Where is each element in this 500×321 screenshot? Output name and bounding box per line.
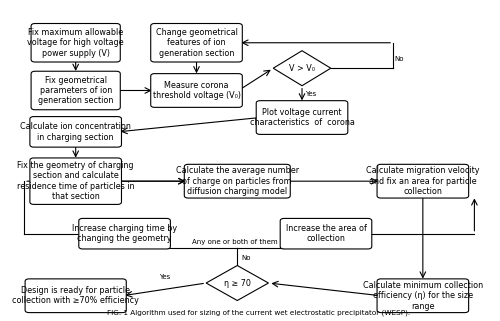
FancyBboxPatch shape — [150, 74, 242, 107]
Text: Calculate minimum collection
efficiency (η) for the size
range: Calculate minimum collection efficiency … — [363, 281, 483, 311]
Text: Design is ready for particle
collection with ≥70% efficiency: Design is ready for particle collection … — [12, 286, 139, 306]
Text: Fix maximum allowable
voltage for high voltage
power supply (V): Fix maximum allowable voltage for high v… — [28, 28, 124, 58]
Text: Yes: Yes — [305, 91, 316, 98]
Text: Calculate the average number
of charge on particles from
diffusion charging mode: Calculate the average number of charge o… — [176, 166, 299, 196]
Text: Fix geometrical
parameters of ion
generation section: Fix geometrical parameters of ion genera… — [38, 75, 114, 105]
Polygon shape — [273, 51, 331, 86]
FancyBboxPatch shape — [377, 164, 468, 198]
Text: Increase charging time by
changing the geometry: Increase charging time by changing the g… — [72, 224, 177, 243]
Text: Fix the geometry of charging
section and calculate
residence time of particles i: Fix the geometry of charging section and… — [17, 161, 134, 201]
Text: Plot voltage current
characteristics  of  corona: Plot voltage current characteristics of … — [250, 108, 354, 127]
FancyBboxPatch shape — [377, 279, 468, 313]
FancyBboxPatch shape — [25, 279, 126, 313]
Text: Increase the area of
collection: Increase the area of collection — [286, 224, 366, 243]
Text: Yes: Yes — [158, 274, 170, 280]
FancyBboxPatch shape — [79, 218, 170, 249]
FancyBboxPatch shape — [30, 158, 122, 204]
FancyBboxPatch shape — [31, 71, 120, 110]
FancyBboxPatch shape — [256, 101, 348, 134]
Text: Measure corona
threshold voltage (V₀): Measure corona threshold voltage (V₀) — [152, 81, 240, 100]
Text: No: No — [241, 255, 250, 261]
Polygon shape — [206, 265, 268, 300]
Text: η ≥ 70: η ≥ 70 — [224, 279, 250, 288]
FancyBboxPatch shape — [30, 117, 122, 147]
FancyBboxPatch shape — [31, 23, 120, 62]
Text: Calculate ion concentration
in charging section: Calculate ion concentration in charging … — [20, 122, 131, 142]
Text: Change geometrical
features of ion
generation section: Change geometrical features of ion gener… — [156, 28, 238, 58]
Text: Calculate migration velocity
and fix an area for particle
collection: Calculate migration velocity and fix an … — [366, 166, 480, 196]
Text: No: No — [394, 56, 404, 62]
FancyBboxPatch shape — [280, 218, 372, 249]
Text: Any one or both of them: Any one or both of them — [192, 239, 278, 245]
Text: V > V₀: V > V₀ — [289, 64, 315, 73]
Text: FIG. 1 Algorithm used for sizing of the current wet electrostatic precipitator (: FIG. 1 Algorithm used for sizing of the … — [108, 310, 410, 317]
FancyBboxPatch shape — [150, 23, 242, 62]
FancyBboxPatch shape — [184, 164, 290, 198]
